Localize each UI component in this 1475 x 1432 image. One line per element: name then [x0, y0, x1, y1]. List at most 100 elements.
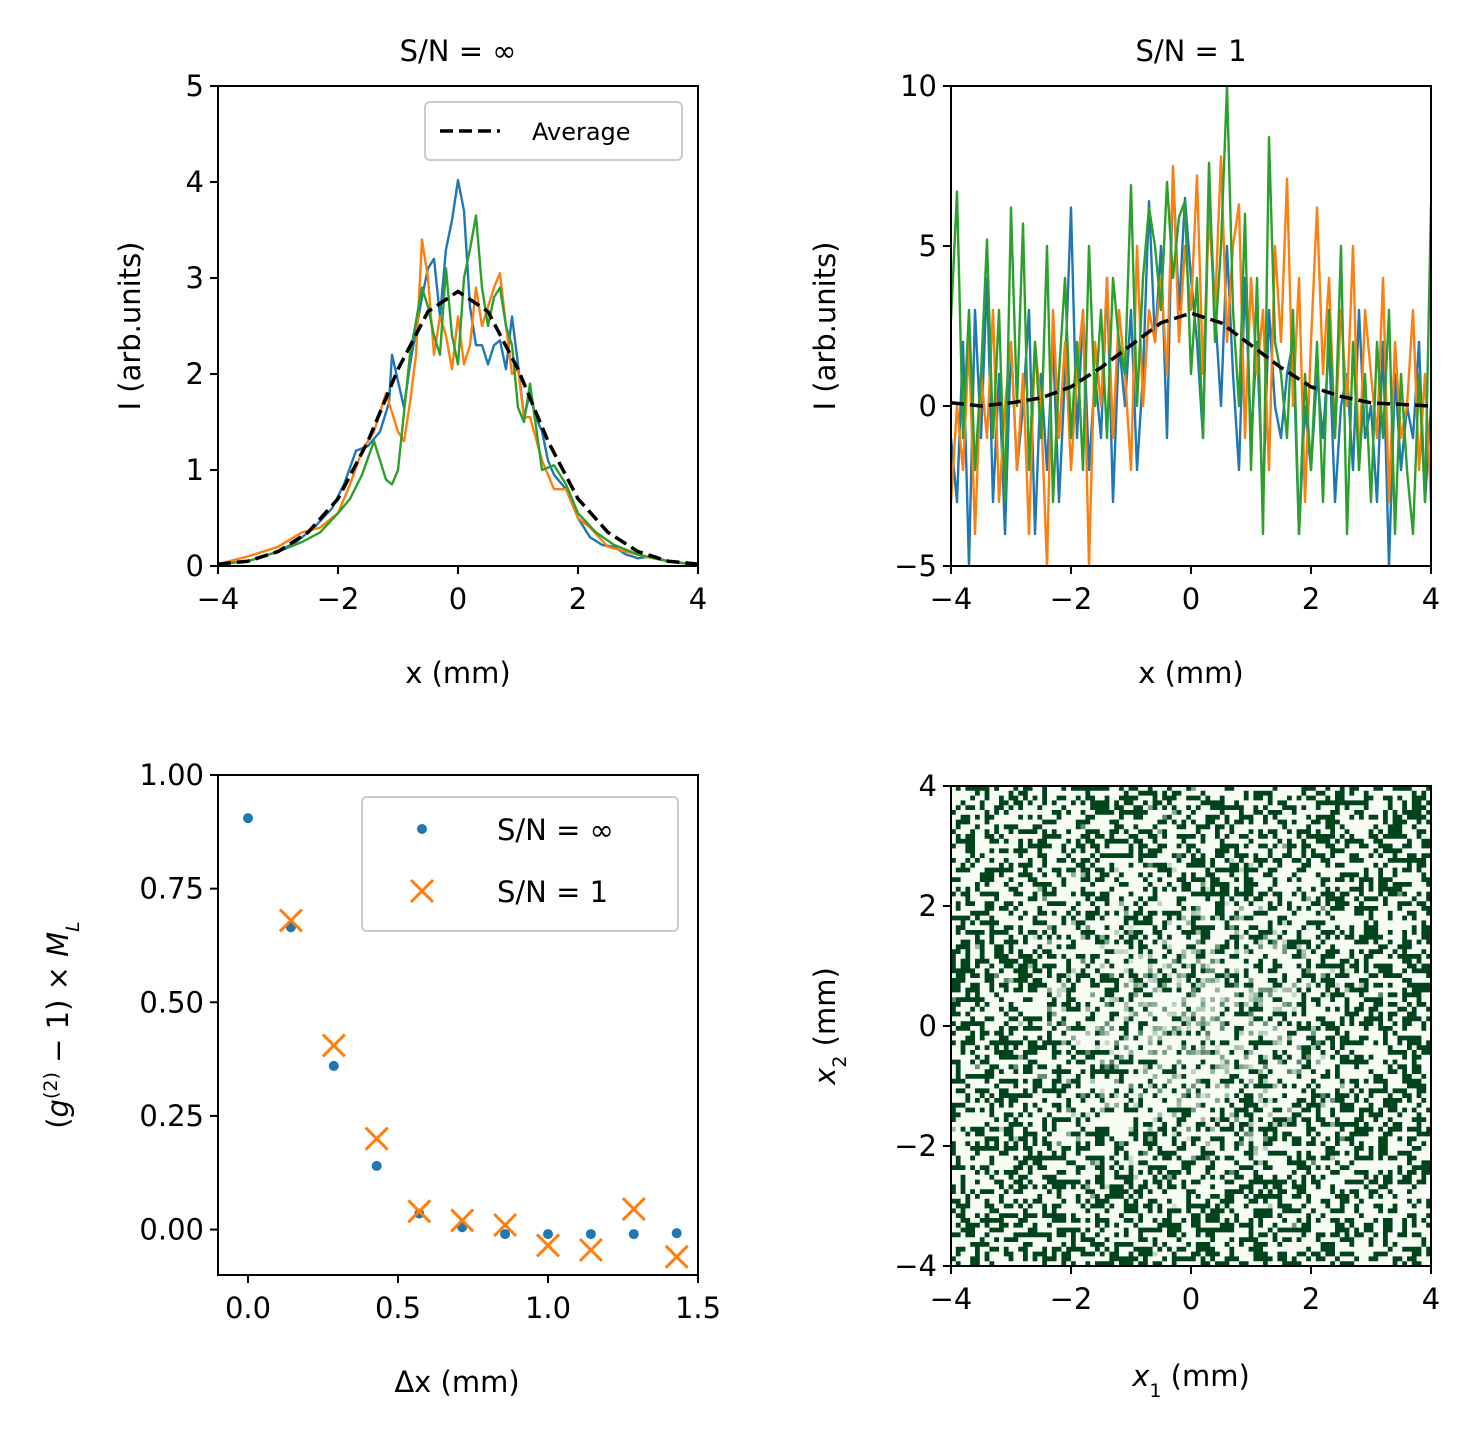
- heatmap-cell: [1128, 1126, 1134, 1132]
- heatmap-cell: [1243, 949, 1249, 954]
- heatmap-cell: [1253, 992, 1259, 998]
- heatmap-cell: [1085, 1112, 1091, 1118]
- heatmap-cell: [1224, 997, 1230, 1002]
- heatmap-cell: [1234, 982, 1239, 988]
- y-label-part: L: [62, 921, 84, 932]
- heatmap-cell: [1219, 1002, 1225, 1007]
- heatmap-cell: [1071, 1035, 1076, 1041]
- heatmap-cell: [1291, 1006, 1297, 1012]
- heatmap-cell: [1181, 1002, 1187, 1007]
- heatmap-cell: [1224, 1083, 1230, 1089]
- heatmap-cell: [1104, 939, 1110, 945]
- heatmap-cell: [1171, 1011, 1177, 1017]
- heatmap-cell: [1306, 1054, 1311, 1060]
- heatmap-cell: [1013, 1064, 1019, 1070]
- heatmap-cell: [1090, 1078, 1095, 1084]
- heatmap-cell: [994, 973, 999, 978]
- heatmap-cell: [1224, 1069, 1230, 1074]
- x-tick-label: 4: [689, 582, 707, 616]
- heatmap-cell: [1147, 805, 1153, 810]
- heatmap-cell: [1277, 1006, 1283, 1012]
- heatmap-cell: [1157, 829, 1163, 834]
- heatmap-cell: [1287, 987, 1292, 993]
- heatmap-cell: [1133, 982, 1139, 988]
- average-line: [218, 289, 698, 566]
- heatmap-cell: [951, 997, 956, 1002]
- heatmap-cell: [1258, 1069, 1263, 1074]
- heatmap-cell: [1248, 1016, 1254, 1022]
- heatmap-cell: [1191, 1083, 1196, 1089]
- heatmap-cell: [1248, 862, 1254, 868]
- heatmap-cell: [1258, 987, 1263, 993]
- heatmap-cell: [1099, 963, 1105, 969]
- heatmap-cell: [1128, 1050, 1134, 1055]
- heatmap-cell: [1152, 1251, 1158, 1257]
- heatmap-cell: [1287, 1117, 1292, 1122]
- heatmap-cell: [1200, 978, 1206, 983]
- heatmap-cell: [1181, 1016, 1187, 1022]
- heatmap-cell: [1248, 1011, 1254, 1017]
- heatmap-cell: [1167, 1078, 1172, 1084]
- heatmap-cell: [1311, 1026, 1316, 1031]
- heatmap-cell: [1066, 973, 1071, 978]
- heatmap-cell: [1344, 987, 1350, 993]
- x-tick-label: 2: [569, 582, 587, 616]
- data-point-x: [664, 1244, 689, 1269]
- data-point-dot: [414, 1208, 425, 1219]
- heatmap-cell: [1143, 1064, 1148, 1070]
- heatmap-cell: [1239, 1045, 1244, 1050]
- heatmap-cell: [1157, 1064, 1163, 1070]
- heatmap-cell: [1176, 1102, 1182, 1108]
- y-tick-label: 2: [186, 357, 204, 391]
- heatmap-cell: [1272, 1083, 1278, 1089]
- heatmap-cell: [1311, 1030, 1316, 1036]
- heatmap-cell: [1215, 1083, 1220, 1089]
- heatmap-cell: [1263, 1136, 1268, 1142]
- heatmap-cell: [1181, 1093, 1187, 1098]
- y-tick-label: 0.00: [139, 1213, 204, 1247]
- heatmap-cell: [1191, 1069, 1196, 1074]
- heatmap-cell: [1195, 1093, 1201, 1098]
- heatmap-cell: [1195, 949, 1201, 954]
- x-label-part: x: [1131, 1359, 1150, 1393]
- heatmap-cell: [1258, 997, 1263, 1002]
- heatmap-cell: [1287, 1035, 1292, 1041]
- heatmap-cell: [1071, 1112, 1076, 1118]
- heatmap-cell: [1143, 1150, 1148, 1156]
- data-point-x: [407, 1199, 432, 1224]
- x-axis-label: x (mm): [405, 656, 511, 690]
- heatmap-cell: [1114, 1093, 1119, 1098]
- heatmap-cell: [1138, 982, 1143, 988]
- heatmap-cell: [1171, 867, 1177, 873]
- heatmap-cell: [1258, 1098, 1263, 1103]
- x-tick-label: 2: [1302, 1282, 1320, 1316]
- heatmap-cell: [1306, 982, 1311, 988]
- heatmap-cell: [1191, 1155, 1196, 1161]
- y-axis-label: x2 (mm): [808, 967, 851, 1086]
- y-tick-label: −4: [894, 1249, 937, 1283]
- heatmap-cell: [1056, 992, 1062, 998]
- heatmap-cell: [1191, 1011, 1196, 1017]
- heatmap-cell: [1253, 1150, 1259, 1156]
- heatmap-cell: [1291, 1222, 1297, 1228]
- heatmap-cell: [1248, 997, 1254, 1002]
- heatmap-cell: [1215, 1045, 1220, 1050]
- heatmap-cell: [1291, 992, 1297, 998]
- heatmap-cell: [1263, 1088, 1268, 1094]
- heatmap-cell: [1157, 1112, 1163, 1118]
- heatmap-cell: [1195, 982, 1201, 988]
- heatmap-cell: [1191, 910, 1196, 916]
- heatmap-cell: [1239, 934, 1244, 940]
- heatmap-cell: [1181, 1045, 1187, 1050]
- y-tick-label: 3: [186, 261, 204, 295]
- heatmap-cell: [1128, 1011, 1134, 1017]
- heatmap-cell: [1186, 1126, 1191, 1132]
- heatmap-cell: [1272, 1122, 1278, 1127]
- heatmap-cell: [1123, 949, 1129, 954]
- heatmap-cell: [1114, 1102, 1119, 1108]
- heatmap-cell: [1215, 1064, 1220, 1070]
- heatmap-cell: [1013, 1136, 1019, 1142]
- heatmap-cell: [1200, 1117, 1206, 1122]
- heatmap-cell: [1162, 1006, 1167, 1012]
- heatmap-cell: [1003, 978, 1009, 983]
